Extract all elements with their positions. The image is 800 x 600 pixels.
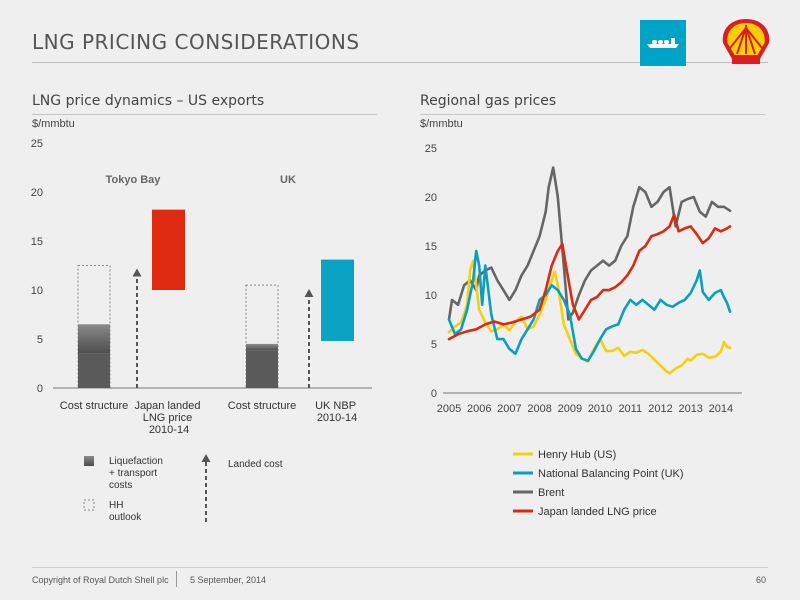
footer-copyright: Copyright of Royal Dutch Shell plc (32, 575, 169, 585)
uk-nbp-label: UK NBP 2010-14 (315, 400, 359, 424)
right-y-tick: 10 (425, 290, 437, 302)
legend-liquefaction-line2: + transport (109, 468, 157, 479)
cost-structure-label-uk: Cost structure (228, 400, 296, 412)
right-x-tick: 2013 (678, 403, 702, 415)
right-x-tick: 2012 (648, 403, 672, 415)
right-chart-unit: $/mmbtu (420, 118, 463, 130)
right-y-tick: 15 (425, 241, 437, 253)
left-y-tick: 0 (37, 383, 43, 395)
landed-price-range-tokyo (152, 209, 185, 290)
legend-hh-line1: HH (109, 500, 123, 511)
japan-lng-label-line2: LNG price (143, 412, 193, 424)
japan-lng-label: Japan landed LNG price 2010-14 (134, 400, 203, 436)
footer-date: 5 September, 2014 (190, 575, 267, 585)
legend-label-landed-cost: Landed cost (228, 459, 283, 470)
hh-outlook-box-uk (245, 284, 279, 389)
group-label-uk: UK (280, 174, 296, 186)
landed-cost-arrowhead-tokyo (132, 268, 142, 277)
series-line-japan-landed-lng-price (447, 213, 732, 341)
right-y-tick: 20 (425, 192, 437, 204)
shell-pecten-logo (722, 19, 770, 64)
uk-nbp-label-line1: UK NBP (315, 400, 356, 412)
right-x-tick: 2011 (618, 403, 642, 415)
title-divider (32, 62, 768, 63)
legend-swatch-landed-cost (201, 454, 211, 522)
legend-label-hh-outlook: HH outlook (109, 500, 142, 523)
left-y-tick: 20 (31, 187, 43, 199)
legend-swatch-liquefaction (84, 456, 94, 466)
right-x-tick: 2009 (558, 403, 582, 415)
slide-title: LNG PRICING CONSIDERATIONS (32, 30, 360, 54)
right-x-tick: 2006 (467, 403, 491, 415)
series-line-national-balancing-point-uk (447, 249, 732, 362)
japan-lng-label-line1: Japan landed (134, 400, 200, 412)
left-y-tick: 10 (31, 285, 43, 297)
group-label-tokyo-bay: Tokyo Bay (106, 174, 162, 186)
legend-hh-line2: outlook (109, 512, 142, 523)
liquefaction-transport-bar-tokyo (78, 324, 110, 354)
cost-structure-label-tokyo: Cost structure (60, 400, 128, 412)
lng-ship-glyph (647, 38, 679, 48)
legend-label-japan-landed-lng-price: Japan landed LNG price (538, 506, 657, 518)
landed-cost-arrowhead-uk (304, 289, 314, 298)
right-x-tick: 2008 (527, 403, 551, 415)
right-x-tick: 2014 (709, 403, 733, 415)
right-y-tick: 5 (431, 339, 437, 351)
liquefaction-transport-bar-uk (246, 343, 278, 351)
legend-label-henry-hub-us: Henry Hub (US) (538, 449, 616, 461)
footer-divider (32, 567, 768, 568)
hh-base-bar-tokyo (78, 353, 110, 388)
legend-label-liquefaction: Liquefaction + transport costs (109, 456, 166, 491)
uk-nbp-label-line2: 2010-14 (317, 412, 357, 424)
left-y-tick: 5 (37, 334, 43, 346)
regional-gas-prices-chart: 0 5 10 15 20 25 2005 2006 2007 2008 2009 2010 2011 20… (425, 143, 742, 518)
left-y-tick: 25 (31, 138, 43, 150)
legend-liquefaction-line3: costs (109, 480, 132, 491)
legend-label-brent: Brent (538, 487, 564, 499)
legend-swatch-hh-outlook (83, 499, 95, 511)
right-y-tick: 25 (425, 143, 437, 155)
hh-base-bar-uk (246, 350, 278, 388)
page-number: 60 (755, 575, 766, 585)
legend-label-national-balancing-point-uk: National Balancing Point (UK) (538, 468, 684, 480)
left-chart-unit: $/mmbtu (32, 118, 75, 130)
right-chart-title: Regional gas prices (420, 93, 557, 109)
left-chart-title: LNG price dynamics – US exports (32, 93, 265, 109)
legend-liquefaction-line1: Liquefaction (109, 456, 163, 467)
japan-lng-label-line3: 2010-14 (149, 424, 189, 436)
lng-price-dynamics-chart: 0 5 10 15 20 25 Tokyo Bay UK Cost structure J… (31, 138, 372, 523)
lng-ship-icon (640, 20, 686, 66)
right-x-tick: 2007 (497, 403, 521, 415)
left-y-tick: 15 (31, 236, 43, 248)
series-line-brent (447, 166, 732, 321)
footer-separator (176, 571, 177, 587)
right-x-tick: 2010 (588, 403, 612, 415)
right-panel-divider (420, 114, 765, 115)
landed-price-range-uk (321, 259, 354, 341)
left-panel-divider (32, 114, 377, 115)
right-x-tick: 2005 (437, 403, 461, 415)
right-y-tick: 0 (431, 388, 437, 400)
